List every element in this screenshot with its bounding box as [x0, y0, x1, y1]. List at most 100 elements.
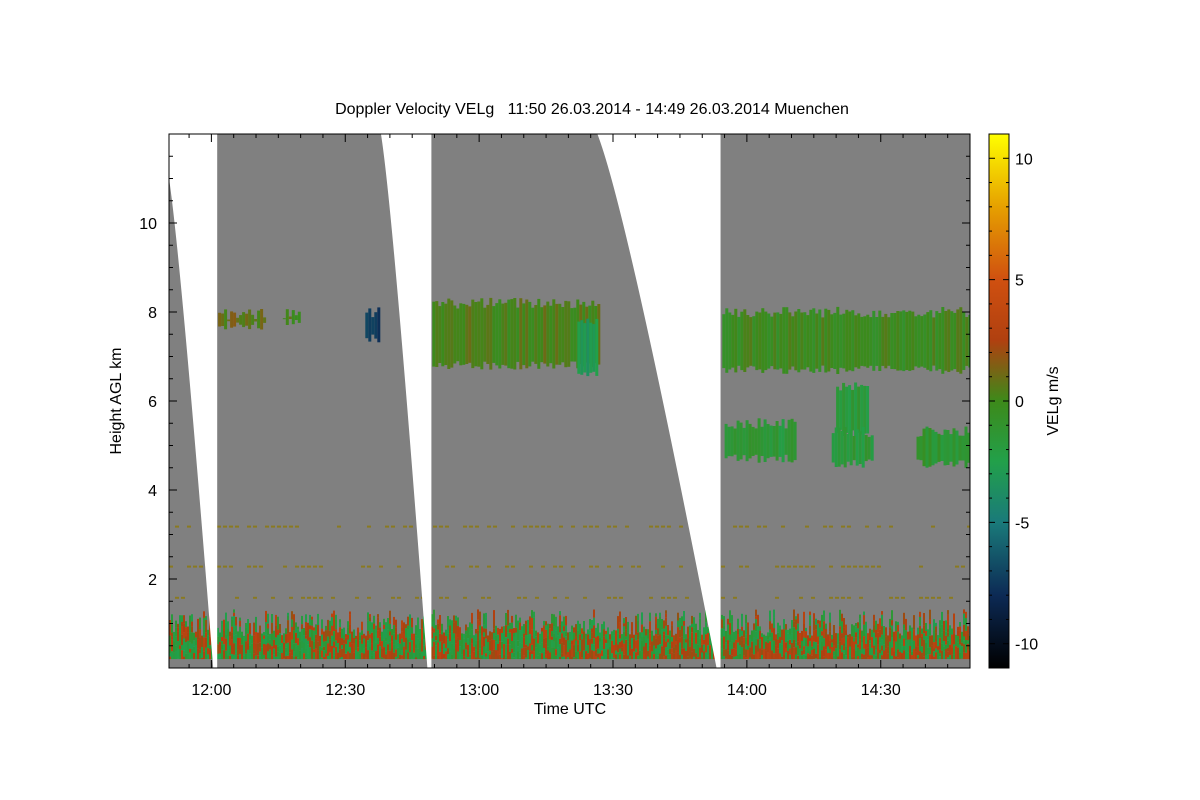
bl-streak — [181, 621, 183, 626]
bl-streak — [811, 646, 813, 650]
bl-streak — [705, 652, 707, 660]
bl-streak — [907, 652, 909, 660]
bl-streak — [315, 638, 317, 649]
bl-streak — [829, 641, 831, 649]
noise-dash — [745, 565, 749, 568]
bl-streak — [669, 644, 671, 649]
bl-streak — [231, 626, 233, 633]
bl-streak — [459, 657, 461, 660]
bl-streak — [245, 641, 247, 654]
cloud-column — [872, 310, 876, 371]
bl-streak — [465, 624, 467, 631]
bl-streak — [479, 652, 481, 659]
bl-streak — [605, 643, 607, 655]
cloud-column — [441, 302, 445, 367]
noise-dash — [775, 596, 779, 599]
bl-streak — [265, 655, 267, 660]
bl-streak — [333, 641, 335, 648]
bl-streak — [383, 618, 385, 625]
bl-streak — [905, 630, 907, 641]
bl-streak — [405, 649, 407, 659]
bl-streak — [683, 611, 685, 622]
noise-dash — [175, 525, 179, 528]
bl-streak — [581, 639, 583, 651]
bl-streak — [897, 631, 899, 642]
bl-streak — [431, 646, 433, 659]
bl-streak — [893, 651, 895, 660]
bl-streak — [393, 644, 395, 653]
boundary-layer — [169, 609, 970, 660]
cloud-column — [788, 312, 792, 370]
bl-streak — [317, 635, 319, 642]
bl-streak — [305, 649, 307, 658]
bl-streak — [573, 645, 575, 658]
cloud-column — [851, 389, 855, 431]
cloud-column — [438, 306, 442, 363]
bl-streak — [391, 629, 393, 636]
bl-streak — [297, 657, 299, 660]
bl-streak — [791, 620, 793, 628]
bl-streak — [297, 629, 299, 639]
bl-streak — [225, 612, 227, 623]
cloud-column — [531, 307, 535, 362]
bl-streak — [501, 648, 503, 659]
bl-streak — [965, 640, 967, 653]
bl-streak — [653, 657, 655, 660]
cloud-column — [781, 419, 785, 463]
cloud-column — [851, 310, 855, 372]
cloud-column — [248, 309, 252, 330]
cloud-column — [285, 309, 289, 325]
bl-streak — [723, 616, 725, 626]
bl-streak — [763, 634, 765, 645]
bl-streak — [875, 649, 877, 656]
cloud-column — [782, 307, 786, 374]
bl-streak — [577, 654, 579, 660]
bl-streak — [831, 657, 833, 660]
bl-streak — [821, 650, 823, 660]
bl-streak — [531, 654, 533, 659]
bl-streak — [765, 635, 767, 642]
bl-streak — [589, 630, 591, 640]
noise-dash — [535, 525, 539, 528]
bl-streak — [903, 628, 905, 639]
bl-streak — [855, 650, 857, 660]
bl-streak — [543, 648, 545, 652]
bl-streak — [805, 627, 807, 632]
bl-streak — [351, 631, 353, 644]
bl-streak — [819, 637, 821, 650]
bl-streak — [857, 656, 859, 660]
cloud-column — [540, 307, 544, 363]
bl-streak — [191, 614, 193, 622]
bl-streak — [783, 654, 785, 660]
bl-streak — [845, 624, 847, 631]
bl-streak — [601, 656, 603, 660]
bl-streak — [623, 623, 625, 627]
cloud-column — [959, 307, 963, 374]
bl-streak — [951, 647, 953, 654]
bl-streak — [803, 611, 805, 624]
bl-streak — [809, 615, 811, 626]
cloud-column — [227, 319, 231, 322]
bl-streak — [177, 648, 179, 659]
bl-streak — [807, 635, 809, 647]
noise-dash — [799, 565, 803, 568]
bl-streak — [819, 657, 821, 660]
noise-dash — [733, 596, 737, 599]
bl-streak — [541, 631, 543, 643]
bl-streak — [393, 616, 395, 626]
bl-streak — [323, 650, 325, 657]
bl-streak — [613, 635, 615, 645]
bl-streak — [633, 634, 635, 639]
bl-streak — [477, 630, 479, 641]
bl-streak — [939, 627, 941, 638]
noise-dash — [595, 525, 599, 528]
cloud-column — [866, 386, 870, 434]
bl-streak — [365, 635, 367, 648]
bl-streak — [397, 647, 399, 659]
bl-streak — [255, 632, 257, 644]
bl-streak — [373, 615, 375, 624]
cloud-column — [911, 311, 915, 371]
bl-streak — [757, 639, 759, 652]
bl-streak — [641, 632, 643, 638]
bl-streak — [897, 657, 899, 660]
